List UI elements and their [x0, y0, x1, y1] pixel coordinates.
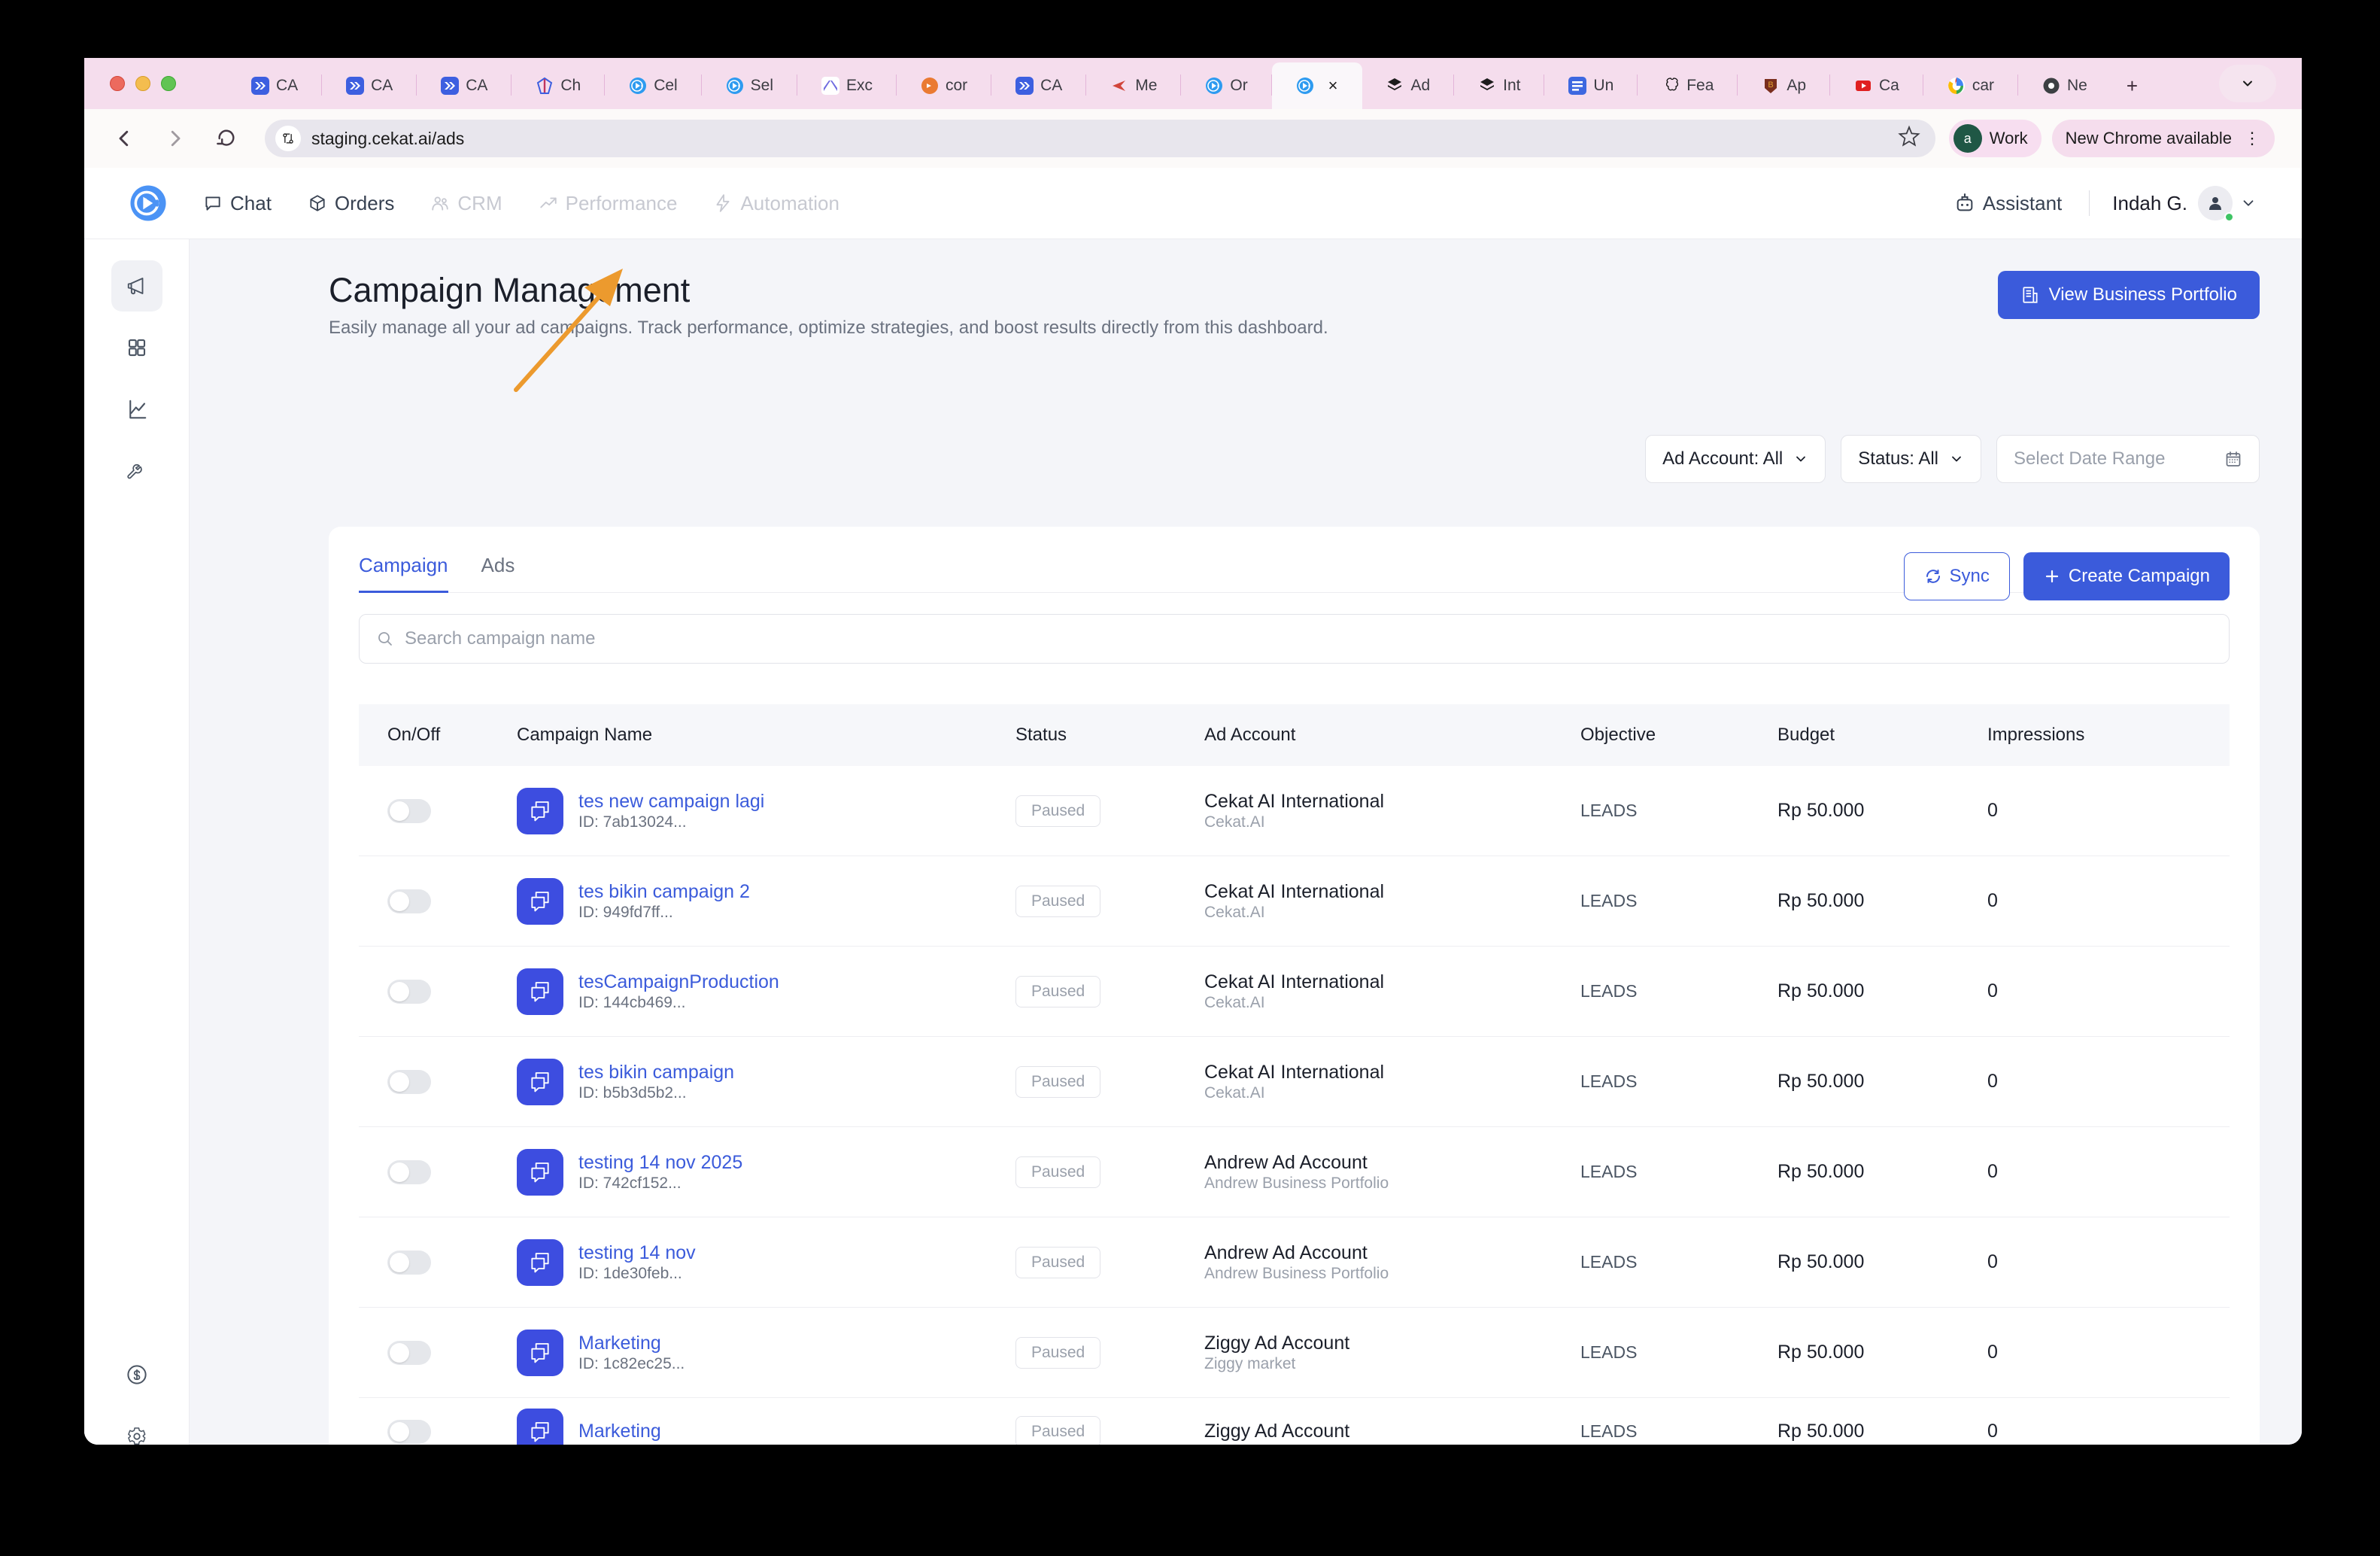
svg-text:B: B — [1768, 81, 1774, 90]
